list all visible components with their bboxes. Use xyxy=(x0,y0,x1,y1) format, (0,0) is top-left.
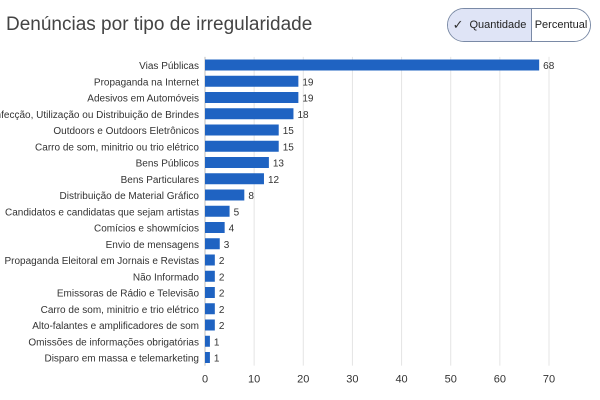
bar xyxy=(205,173,264,185)
category-label: Candidatos e candidatas que sejam artist… xyxy=(5,207,199,218)
x-tick-label: 0 xyxy=(202,374,208,386)
category-label: Bens Públicos xyxy=(136,159,199,170)
value-label: 2 xyxy=(219,305,225,316)
value-label: 2 xyxy=(219,272,225,283)
category-label: Confecção, Utilização ou Distribuição de… xyxy=(0,110,199,121)
bar xyxy=(205,59,540,71)
value-label: 5 xyxy=(234,207,240,218)
bar xyxy=(205,287,215,298)
category-label: Emissoras de Rádio e Televisão xyxy=(57,289,200,300)
value-label: 15 xyxy=(283,142,295,153)
category-label: Carro de som, minitrio ou trio elétrico xyxy=(35,142,199,153)
bar xyxy=(205,335,210,347)
category-label: Envio de mensagens xyxy=(106,240,199,251)
category-label: Omissões de informações obrigatórias xyxy=(28,337,199,348)
category-label: Comícios e showmícios xyxy=(94,224,199,235)
bar xyxy=(205,124,279,136)
value-label: 2 xyxy=(219,256,225,267)
x-tick-label: 50 xyxy=(445,374,457,386)
bar xyxy=(205,140,279,152)
value-label: 12 xyxy=(268,175,280,186)
bar xyxy=(205,108,294,120)
display-mode-toggle[interactable]: ✓ Quantidade Percentual xyxy=(447,8,591,42)
category-label: Propaganda na Internet xyxy=(94,77,199,88)
bar xyxy=(205,303,215,315)
bar xyxy=(205,189,245,201)
category-label: Propaganda Eleitoral em Jornais e Revist… xyxy=(4,256,199,267)
category-label: Bens Particulares xyxy=(121,175,199,186)
category-label: Alto-falantes e amplificadores de som xyxy=(32,321,199,332)
x-tick-label: 70 xyxy=(543,374,555,386)
category-label: Disparo em massa e telemarketing xyxy=(44,354,199,365)
bar xyxy=(205,352,210,363)
x-tick-label: 10 xyxy=(248,374,260,386)
value-label: 15 xyxy=(283,126,295,137)
category-label: Não Informado xyxy=(133,272,200,283)
bar xyxy=(205,254,215,266)
value-label: 19 xyxy=(302,77,314,88)
value-label: 1 xyxy=(214,337,220,348)
check-icon: ✓ xyxy=(452,17,464,32)
bar xyxy=(205,205,230,217)
category-label: Distribuição de Material Gráfico xyxy=(60,191,200,202)
bar xyxy=(205,222,225,233)
category-label: Outdoors e Outdoors Eletrônicos xyxy=(53,126,199,137)
bar xyxy=(205,270,215,282)
chart-title: Denúncias por tipo de irregularidade xyxy=(6,14,313,35)
bar xyxy=(205,92,299,103)
percentual-label: Percentual xyxy=(534,19,588,31)
value-label: 68 xyxy=(543,61,555,72)
value-label: 3 xyxy=(224,240,230,251)
category-label: Carro de som, minitrio e trio elétrico xyxy=(41,305,200,316)
bar xyxy=(205,319,215,331)
bar xyxy=(205,238,220,250)
value-label: 4 xyxy=(229,224,235,235)
x-tick-label: 40 xyxy=(395,374,407,386)
x-tick-label: 20 xyxy=(297,374,309,386)
value-label: 1 xyxy=(214,354,220,365)
value-label: 18 xyxy=(297,110,309,121)
value-label: 13 xyxy=(273,159,285,170)
value-label: 19 xyxy=(302,94,314,105)
category-label: Adesivos em Automóveis xyxy=(87,94,199,105)
value-label: 8 xyxy=(248,191,254,202)
value-label: 2 xyxy=(219,321,225,332)
category-label: Vias Públicas xyxy=(139,61,199,72)
quantidade-toggle-button[interactable]: ✓ Quantidade xyxy=(448,9,532,41)
x-tick-label: 30 xyxy=(346,374,358,386)
bar xyxy=(205,157,269,168)
bar xyxy=(205,75,299,87)
value-label: 2 xyxy=(219,289,225,300)
percentual-toggle-button[interactable]: Percentual xyxy=(532,9,590,41)
x-tick-label: 60 xyxy=(494,374,506,386)
quantidade-label: Quantidade xyxy=(469,19,527,31)
